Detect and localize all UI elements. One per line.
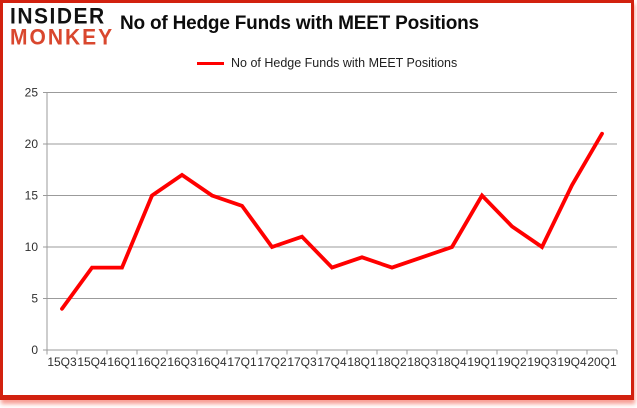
x-tick-label: 18Q4 [437,355,467,369]
x-tick-label: 19Q3 [527,355,557,369]
x-tick-label: 16Q1 [107,355,137,369]
y-tick-label: 0 [31,343,38,357]
y-tick-label: 20 [25,137,39,151]
x-tick-label: 17Q4 [317,355,347,369]
x-tick-label: 16Q3 [167,355,197,369]
y-tick-label: 5 [31,292,38,306]
x-tick-label: 15Q4 [77,355,107,369]
legend-line-swatch [197,61,224,65]
x-tick-label: 16Q2 [137,355,167,369]
chart-title: No of Hedge Funds with MEET Positions [120,13,479,34]
logo-text-monkey: MONKEY [10,25,115,50]
x-tick-label: 19Q4 [557,355,587,369]
x-tick-label: 17Q1 [227,355,257,369]
x-tick-label: 15Q3 [47,355,77,369]
legend-label: No of Hedge Funds with MEET Positions [231,56,458,70]
x-tick-label: 16Q4 [197,355,227,369]
x-tick-label: 20Q1 [587,355,617,369]
legend: No of Hedge Funds with MEET Positions [197,56,457,70]
insider-monkey-logo: INSIDER MONKEY [10,4,115,50]
x-tick-label: 18Q1 [347,355,377,369]
x-tick-label: 17Q2 [257,355,287,369]
x-tick-label: 18Q3 [407,355,437,369]
y-tick-label: 10 [25,240,39,254]
x-tick-label: 17Q3 [287,355,317,369]
series-line [60,131,604,311]
x-tick-label: 18Q2 [377,355,407,369]
gridlines [47,92,617,299]
axes-and-ticks [43,92,618,355]
x-tick-label: 19Q2 [497,355,527,369]
logo-text-insider: INSIDER [10,4,106,29]
y-tick-label: 15 [25,189,39,203]
y-tick-label: 25 [25,86,39,100]
x-tick-label: 19Q1 [467,355,497,369]
